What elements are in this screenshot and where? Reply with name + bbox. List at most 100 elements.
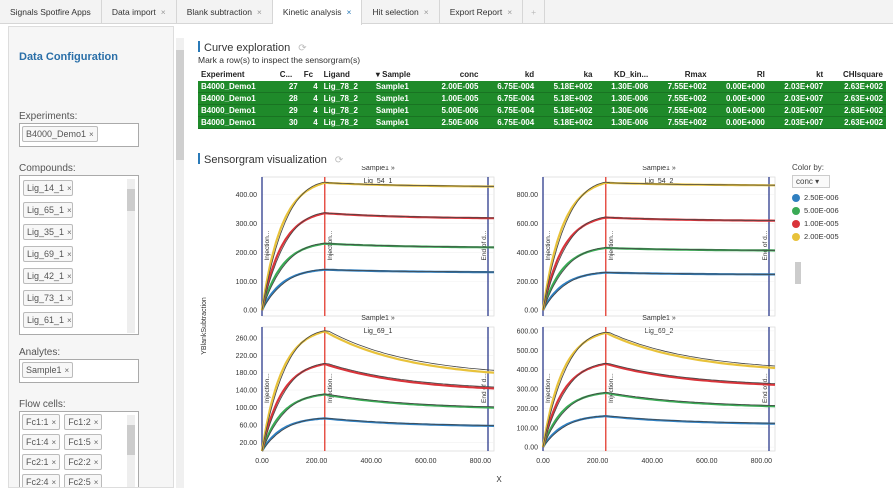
chip[interactable]: Sample1 ×: [22, 362, 74, 378]
column-header[interactable]: Rmax: [684, 70, 707, 79]
sensorgram-panel[interactable]: Sample1 » Lig_54_2 0.00 200.00 400.00 600.00 8…: [517, 166, 776, 317]
fit-curve: [261, 242, 494, 311]
close-icon[interactable]: ×: [160, 7, 166, 17]
chip[interactable]: Lig_73_1 ×: [23, 290, 73, 306]
analytes-field[interactable]: Sample1 ×: [19, 359, 139, 383]
close-icon[interactable]: ×: [346, 7, 352, 17]
remove-icon[interactable]: ×: [67, 250, 72, 259]
column-header[interactable]: kt: [816, 70, 824, 79]
compounds-field[interactable]: Lig_14_1 × Lig_65_1 × Lig_35_1 × Lig_69_1 × Lig_…: [19, 175, 139, 335]
main-scrollbar-thumb[interactable]: [176, 50, 184, 160]
column-header[interactable]: Fc: [303, 70, 314, 79]
chip[interactable]: B4000_Demo1 ×: [22, 126, 98, 142]
remove-icon[interactable]: ×: [67, 228, 72, 237]
tab-blank-subtraction[interactable]: Blank subtraction ×: [177, 0, 273, 24]
y-tick-label: 400.00: [517, 367, 539, 374]
column-header[interactable]: conc: [459, 70, 479, 79]
legend-item[interactable]: 2.50E-006: [792, 193, 852, 202]
add-tab-button[interactable]: +: [523, 0, 546, 24]
panel-title: Lig_54_1: [364, 178, 393, 185]
chip[interactable]: Lig_42_1 ×: [23, 268, 73, 284]
chip[interactable]: Lig_65_1 ×: [23, 202, 73, 218]
remove-icon[interactable]: ×: [93, 418, 99, 427]
chip[interactable]: Lig_35_1 ×: [23, 224, 73, 240]
refresh-icon[interactable]: ⟳: [298, 43, 307, 54]
tab-signals-spotfire-apps[interactable]: Signals Spotfire Apps: [0, 0, 102, 24]
tab-data-import[interactable]: Data import ×: [102, 0, 177, 24]
close-icon[interactable]: ×: [423, 7, 429, 17]
y-tick-label: 200.00: [517, 406, 539, 413]
remove-icon[interactable]: ×: [64, 366, 70, 375]
legend-item[interactable]: 5.00E-006: [792, 206, 852, 215]
chip[interactable]: Fc1:1 ×: [22, 414, 61, 430]
list-scrollbar[interactable]: [127, 415, 135, 487]
color-by-select[interactable]: conc ▾: [792, 175, 830, 188]
remove-icon[interactable]: ×: [67, 316, 72, 325]
remove-icon[interactable]: ×: [89, 130, 94, 139]
main-scrollbar[interactable]: [176, 38, 184, 488]
close-icon[interactable]: ×: [256, 7, 262, 17]
table-row[interactable]: B4000_Demo1 27 4 Lig_78_2 Sample1 2.00E-005 6.…: [198, 81, 886, 93]
table-row[interactable]: B4000_Demo1 28 4 Lig_78_2 Sample1 1.00E-005 6.…: [198, 92, 886, 105]
refresh-icon[interactable]: ⟳: [334, 155, 344, 166]
list-scrollbar-thumb[interactable]: [127, 189, 135, 211]
column-header[interactable]: ▾ Sample: [375, 70, 411, 79]
close-icon[interactable]: ×: [507, 7, 513, 17]
fit-curve: [542, 271, 775, 311]
flow-cells-field[interactable]: Fc1:1 × Fc1:2 ×Fc1:4 × Fc1:5 ×Fc2:1 × Fc2:2 ×Fc2:…: [19, 411, 139, 487]
experiments-field[interactable]: B4000_Demo1 ×: [19, 123, 139, 147]
chip[interactable]: Lig_69_1 ×: [23, 246, 73, 262]
sensorgram-panel[interactable]: Sample1 » Lig_69_2 0.00 100.00 200.00 300.00 4…: [517, 315, 776, 465]
tab-label: Blank subtraction: [186, 7, 252, 17]
chip[interactable]: Fc1:2 ×: [64, 414, 103, 430]
table-cell: 4: [300, 116, 321, 129]
remove-icon[interactable]: ×: [93, 478, 99, 487]
sensorgram-series: [541, 331, 776, 448]
remove-icon[interactable]: ×: [51, 418, 57, 427]
fit-curve: [542, 392, 776, 448]
tab-export-report[interactable]: Export Report ×: [440, 0, 524, 24]
column-header[interactable]: C...: [279, 70, 293, 79]
legend-item[interactable]: 2.00E-005: [792, 232, 852, 241]
legend-swatch: [792, 219, 800, 228]
table-row[interactable]: B4000_Demo1 30 4 Lig_78_2 Sample1 2.50E-006 6.…: [198, 116, 886, 129]
tab-kinetic-analysis[interactable]: Kinetic analysis ×: [272, 0, 363, 25]
sensorgram-series: [260, 362, 495, 452]
chip[interactable]: Lig_61_1 ×: [23, 312, 73, 328]
color-legend: Color by: conc ▾ 2.50E-006 5.00E-006 1.00E…: [792, 163, 852, 245]
column-header[interactable]: ka: [583, 70, 593, 79]
table-cell: 1.30E-006: [595, 92, 652, 105]
chip[interactable]: Fc2:1 ×: [22, 454, 61, 470]
column-header[interactable]: Experiment: [201, 70, 245, 79]
chip[interactable]: Fc2:4 ×: [22, 474, 61, 487]
legend-scrollbar[interactable]: [795, 262, 801, 284]
column-header[interactable]: RI: [756, 70, 765, 79]
sensorgram-panel[interactable]: Sample1 » Lig_54_1 0.00 100.00 200.00 300.00 4…: [236, 166, 495, 317]
sensorgram-plot[interactable]: YBlankSubtraction X Sample1 » Lig_54_1 0.00 1…: [196, 166, 788, 488]
remove-icon[interactable]: ×: [51, 438, 57, 447]
list-scrollbar-thumb[interactable]: [127, 425, 135, 455]
list-scrollbar[interactable]: [127, 179, 135, 333]
column-header[interactable]: KD_kin...: [613, 70, 649, 79]
remove-icon[interactable]: ×: [67, 272, 72, 281]
sensorgram-panel[interactable]: Sample1 » Lig_69_1 20.00 60.00 100.00 140.00 1…: [236, 315, 495, 465]
column-header[interactable]: kd: [524, 70, 535, 79]
column-header[interactable]: Ligand: [323, 70, 350, 79]
chip[interactable]: Fc2:5 ×: [64, 474, 103, 487]
chip[interactable]: Lig_14_1 ×: [23, 180, 73, 196]
tab-hit-selection[interactable]: Hit selection ×: [362, 0, 440, 24]
table-row[interactable]: B4000_Demo1 29 4 Lig_78_2 Sample1 5.00E-006 6.…: [198, 104, 886, 117]
remove-icon[interactable]: ×: [67, 206, 72, 215]
remove-icon[interactable]: ×: [93, 438, 99, 447]
chip[interactable]: Fc2:2 ×: [64, 454, 103, 470]
column-header[interactable]: CHIsquare: [842, 70, 883, 79]
remove-icon[interactable]: ×: [93, 458, 99, 467]
legend-item[interactable]: 1.00E-005: [792, 219, 852, 228]
remove-icon[interactable]: ×: [67, 184, 72, 193]
remove-icon[interactable]: ×: [51, 478, 57, 487]
remove-icon[interactable]: ×: [67, 294, 72, 303]
chip[interactable]: Fc1:5 ×: [64, 434, 103, 450]
sensorgram-title: Sensorgram visualization: [204, 154, 327, 166]
remove-icon[interactable]: ×: [51, 458, 57, 467]
chip[interactable]: Fc1:4 ×: [22, 434, 61, 450]
